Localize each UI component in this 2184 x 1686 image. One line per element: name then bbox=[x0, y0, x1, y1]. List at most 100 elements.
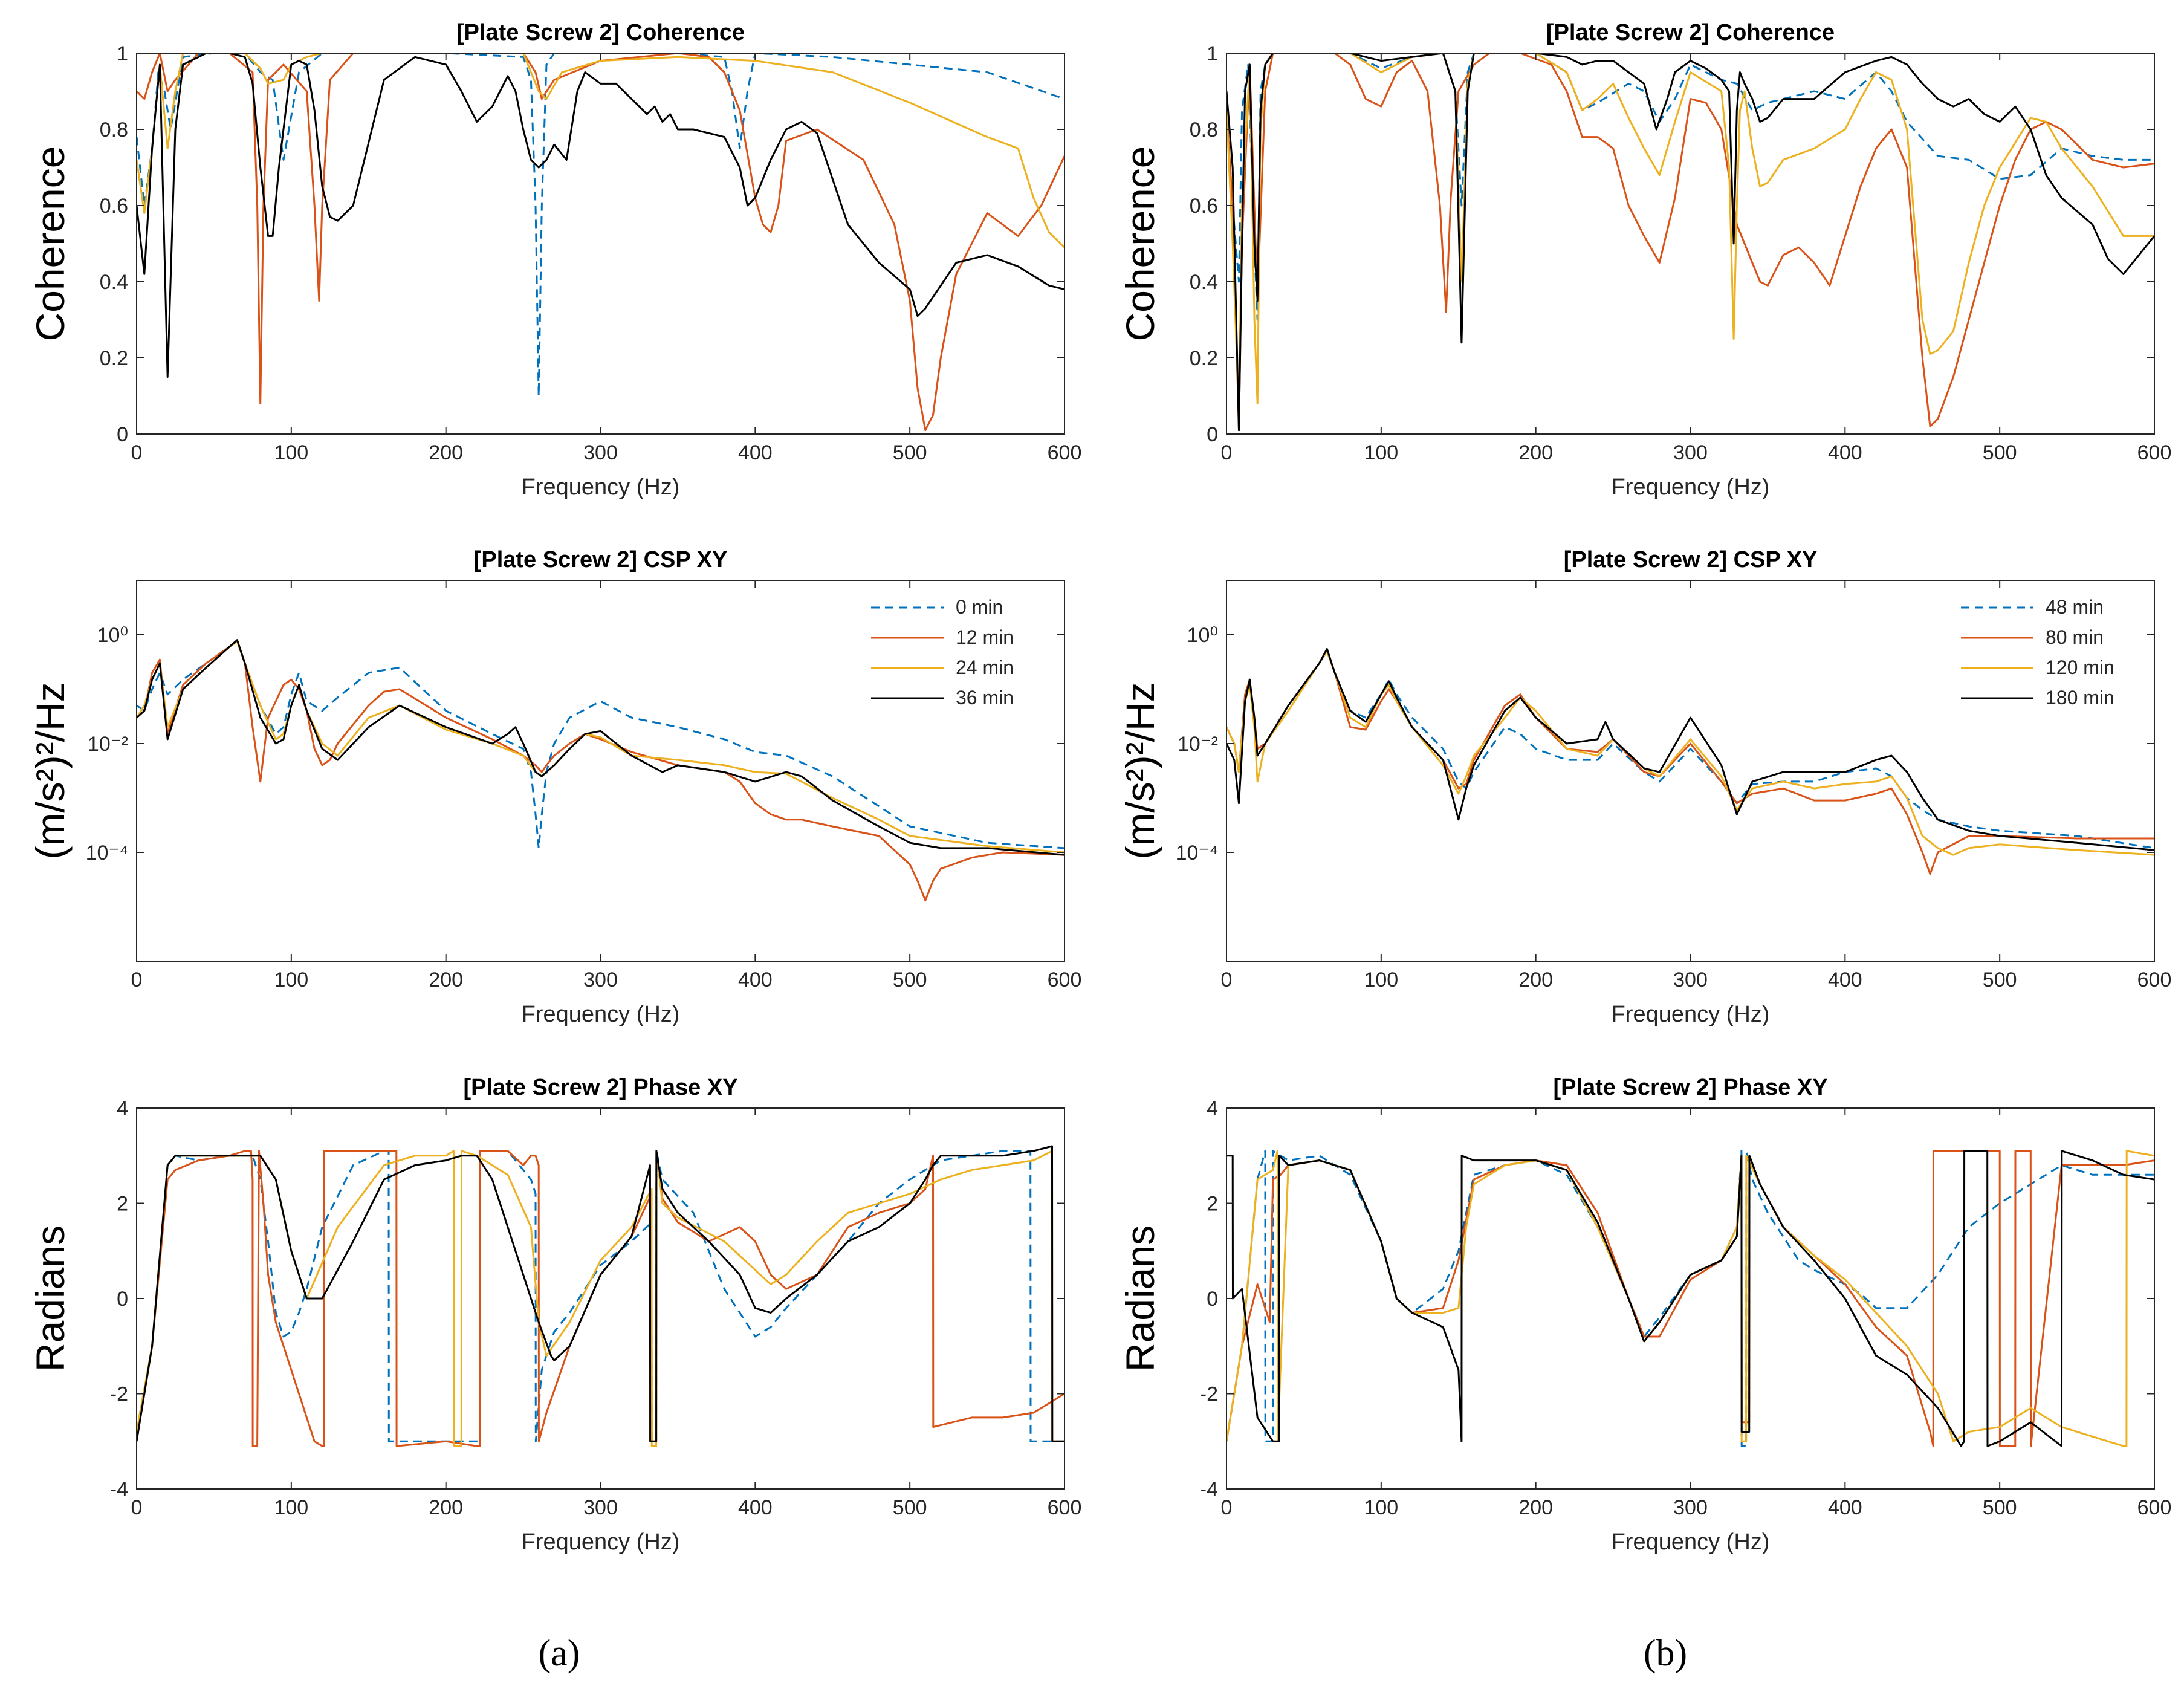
legend-label-3: 36 min bbox=[956, 687, 1014, 708]
axes-box bbox=[136, 1107, 1065, 1490]
series-line-3 bbox=[137, 53, 1064, 378]
x-axis-label: Frequency (Hz) bbox=[1612, 1529, 1770, 1555]
x-tick-label: 300 bbox=[583, 1496, 618, 1519]
y-axis-label: Radians bbox=[1118, 1225, 1162, 1372]
y-tick-label: 10⁻⁴ bbox=[86, 841, 128, 864]
y-axis-label: (m/s²)²/Hz bbox=[1118, 682, 1162, 859]
y-tick-label: 0.6 bbox=[100, 195, 128, 218]
series-line-2 bbox=[137, 53, 1064, 248]
x-axis-label: Frequency (Hz) bbox=[522, 1002, 680, 1027]
y-tick-label: -2 bbox=[1200, 1383, 1218, 1406]
x-tick-label: 600 bbox=[2137, 968, 2172, 991]
x-tick-label: 600 bbox=[1048, 441, 1082, 464]
panel-label-a: (a) bbox=[539, 1633, 580, 1674]
series-line-1 bbox=[137, 1150, 1064, 1447]
x-tick-label: 300 bbox=[1673, 441, 1708, 464]
series-group bbox=[137, 53, 1064, 432]
series-group bbox=[1226, 647, 2154, 875]
x-tick-label: 400 bbox=[1828, 968, 1862, 991]
y-tick-label: 0.6 bbox=[1190, 195, 1218, 218]
x-tick-label: 200 bbox=[429, 968, 463, 991]
series-line-3 bbox=[137, 639, 1064, 856]
series-line-0 bbox=[1226, 53, 2154, 321]
y-tick-label: 10⁻² bbox=[1178, 733, 1218, 756]
x-tick-label: 400 bbox=[1828, 441, 1862, 464]
x-tick-label: 0 bbox=[1221, 1496, 1233, 1519]
legend-label-1: 12 min bbox=[956, 626, 1014, 648]
x-tick-label: 200 bbox=[1518, 1496, 1553, 1519]
series-group bbox=[1226, 53, 2154, 432]
series-line-0 bbox=[137, 1150, 1064, 1442]
series-line-2 bbox=[137, 1150, 1064, 1447]
x-tick-label: 0 bbox=[1221, 441, 1233, 464]
x-tick-label: 0 bbox=[131, 441, 143, 464]
y-tick-label: -4 bbox=[110, 1478, 128, 1501]
series-line-3 bbox=[1226, 53, 2154, 432]
x-tick-label: 600 bbox=[1048, 968, 1082, 991]
y-tick-label: 0 bbox=[117, 1288, 128, 1311]
chart-title: [Plate Screw 2] Coherence bbox=[1546, 20, 1835, 45]
y-tick-label: 0.8 bbox=[100, 118, 128, 141]
y-tick-label: 4 bbox=[1207, 1097, 1218, 1120]
x-tick-label: 600 bbox=[1048, 1496, 1082, 1519]
series-line-3 bbox=[137, 1145, 1064, 1442]
chart-b-phase: [Plate Screw 2] Phase XY 0 100 200 300 400 500… bbox=[1118, 1075, 2171, 1555]
series-group bbox=[1226, 1150, 2154, 1447]
y-axis-label: Coherence bbox=[1118, 146, 1162, 342]
y-tick-label: 0.2 bbox=[100, 347, 128, 370]
y-tick-label: 1 bbox=[1207, 42, 1218, 65]
x-tick-label: 500 bbox=[893, 968, 927, 991]
x-tick-label: 100 bbox=[1364, 968, 1398, 991]
y-tick-label: -2 bbox=[110, 1383, 128, 1406]
x-tick-label: 100 bbox=[274, 968, 308, 991]
x-tick-label: 300 bbox=[1673, 968, 1708, 991]
y-tick-label: 0.8 bbox=[1190, 118, 1218, 141]
y-tick-label: 0.4 bbox=[1190, 271, 1218, 294]
y-tick-label: 10⁻² bbox=[88, 733, 128, 756]
series-line-0 bbox=[137, 53, 1064, 397]
x-tick-label: 0 bbox=[131, 968, 143, 991]
y-axis-label: Coherence bbox=[28, 146, 73, 342]
legend-label-2: 120 min bbox=[2046, 657, 2114, 678]
axes-box bbox=[1226, 53, 2155, 435]
chart-title: [Plate Screw 2] CSP XY bbox=[474, 547, 728, 572]
x-tick-label: 200 bbox=[1518, 968, 1553, 991]
x-tick-label: 500 bbox=[893, 1496, 927, 1519]
y-tick-label: 0.4 bbox=[100, 271, 128, 294]
legend-label-3: 180 min bbox=[2046, 687, 2114, 708]
y-tick-label: 4 bbox=[117, 1097, 128, 1120]
chart-a-coherence: [Plate Screw 2] Coherence 0 100 200 300 400 50… bbox=[28, 20, 1081, 500]
y-tick-label: 1 bbox=[117, 42, 128, 65]
x-tick-label: 400 bbox=[738, 441, 773, 464]
x-tick-label: 500 bbox=[893, 441, 927, 464]
panel-label-b: (b) bbox=[1644, 1633, 1687, 1674]
x-axis-label: Frequency (Hz) bbox=[522, 475, 680, 500]
x-tick-label: 100 bbox=[274, 441, 308, 464]
x-tick-label: 0 bbox=[131, 1496, 143, 1519]
y-tick-label: 0.2 bbox=[1190, 347, 1218, 370]
series-line-3 bbox=[1226, 647, 2154, 851]
x-tick-label: 200 bbox=[1518, 441, 1553, 464]
x-tick-label: 600 bbox=[2137, 441, 2172, 464]
legend-label-0: 48 min bbox=[2046, 596, 2104, 618]
x-tick-label: 100 bbox=[274, 1496, 308, 1519]
series-line-1 bbox=[1226, 1150, 2154, 1447]
x-tick-label: 0 bbox=[1221, 968, 1233, 991]
chart-title: [Plate Screw 2] Phase XY bbox=[1553, 1075, 1827, 1100]
legend-label-1: 80 min bbox=[2046, 626, 2104, 648]
legend-box bbox=[1954, 593, 2143, 725]
x-tick-label: 300 bbox=[583, 968, 618, 991]
y-tick-label: 0 bbox=[1207, 1288, 1218, 1311]
chart-a-csp: [Plate Screw 2] CSP XY 0 100 200 300 400 500 60… bbox=[28, 547, 1081, 1027]
x-tick-label: 600 bbox=[2137, 1496, 2172, 1519]
chart-title: [Plate Screw 2] CSP XY bbox=[1564, 547, 1818, 572]
y-tick-label: 10⁰ bbox=[97, 624, 128, 647]
x-tick-label: 100 bbox=[1364, 1496, 1398, 1519]
y-tick-label: 10⁰ bbox=[1187, 624, 1218, 647]
y-tick-label: -4 bbox=[1200, 1478, 1218, 1501]
series-line-0 bbox=[1226, 1150, 2154, 1447]
y-tick-label: 10⁻⁴ bbox=[1176, 841, 1218, 864]
series-line-2 bbox=[1226, 53, 2154, 416]
chart-a-phase: [Plate Screw 2] Phase XY 0 100 200 300 400 500… bbox=[28, 1075, 1081, 1555]
